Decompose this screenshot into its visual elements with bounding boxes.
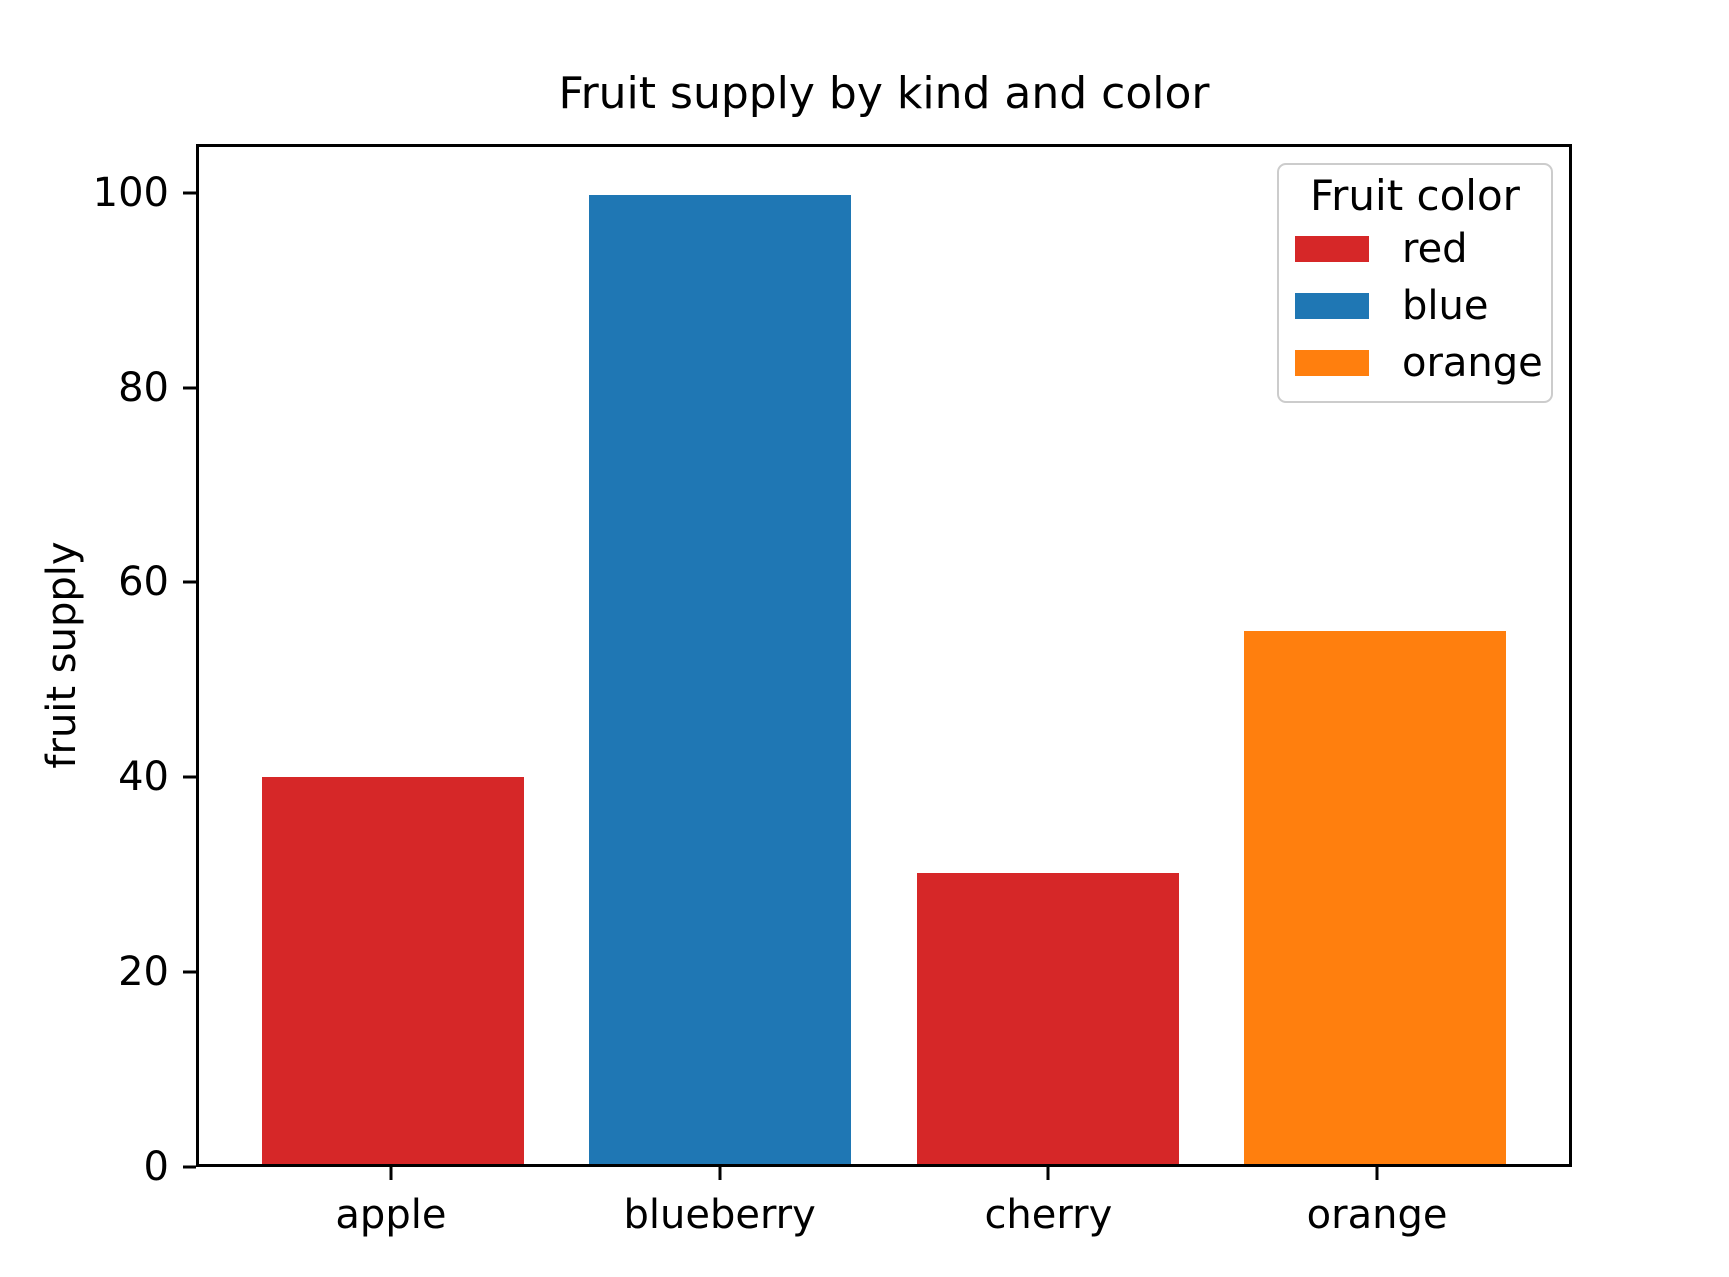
bar-cherry xyxy=(916,873,1179,1164)
x-tick-mark xyxy=(718,1167,722,1180)
y-axis-ticks: 0 20 40 60 80 100 xyxy=(0,144,196,1187)
bar-apple xyxy=(262,776,524,1164)
legend-label: red xyxy=(1402,225,1468,272)
bar-blueberry xyxy=(589,195,852,1164)
y-tick-label: 80 xyxy=(118,364,169,411)
y-tick-mark xyxy=(183,386,196,390)
chart-title: Fruit supply by kind and color xyxy=(558,68,1210,119)
legend-swatch-blue xyxy=(1295,292,1369,319)
legend-entry-red: red xyxy=(1279,220,1551,277)
bar-orange xyxy=(1244,631,1506,1164)
y-tick-label: 20 xyxy=(118,949,169,996)
x-tick-label-orange: orange xyxy=(1306,1192,1448,1238)
legend-label: blue xyxy=(1402,282,1489,329)
x-axis-ticks: apple blueberry cherry orange xyxy=(196,1167,1572,1277)
y-tick-label: 100 xyxy=(92,169,169,216)
y-tick-mark xyxy=(183,580,196,584)
x-tick-mark xyxy=(1046,1167,1050,1180)
legend-title: Fruit color xyxy=(1310,171,1520,220)
y-tick-label: 60 xyxy=(118,559,169,606)
y-tick-mark xyxy=(183,1165,196,1169)
legend-swatch-orange xyxy=(1295,349,1369,376)
x-tick-mark xyxy=(1375,1167,1379,1180)
legend-swatch-red xyxy=(1295,235,1369,262)
legend-label: orange xyxy=(1402,339,1543,386)
y-tick-label: 40 xyxy=(118,754,169,801)
y-tick-mark xyxy=(183,970,196,974)
legend-items: red blue orange xyxy=(1279,220,1551,391)
y-tick-mark xyxy=(183,191,196,195)
legend-entry-orange: orange xyxy=(1279,334,1551,391)
plot-area: Fruit color red blue orange xyxy=(196,144,1572,1167)
x-tick-label-cherry: cherry xyxy=(984,1192,1113,1238)
legend-entry-blue: blue xyxy=(1279,277,1551,334)
y-tick-label: 0 xyxy=(143,1144,169,1190)
legend: Fruit color red blue orange xyxy=(1277,163,1553,404)
x-tick-mark xyxy=(389,1167,393,1180)
x-tick-label-blueberry: blueberry xyxy=(623,1192,816,1238)
x-tick-label-apple: apple xyxy=(335,1192,447,1238)
y-tick-mark xyxy=(183,775,196,779)
